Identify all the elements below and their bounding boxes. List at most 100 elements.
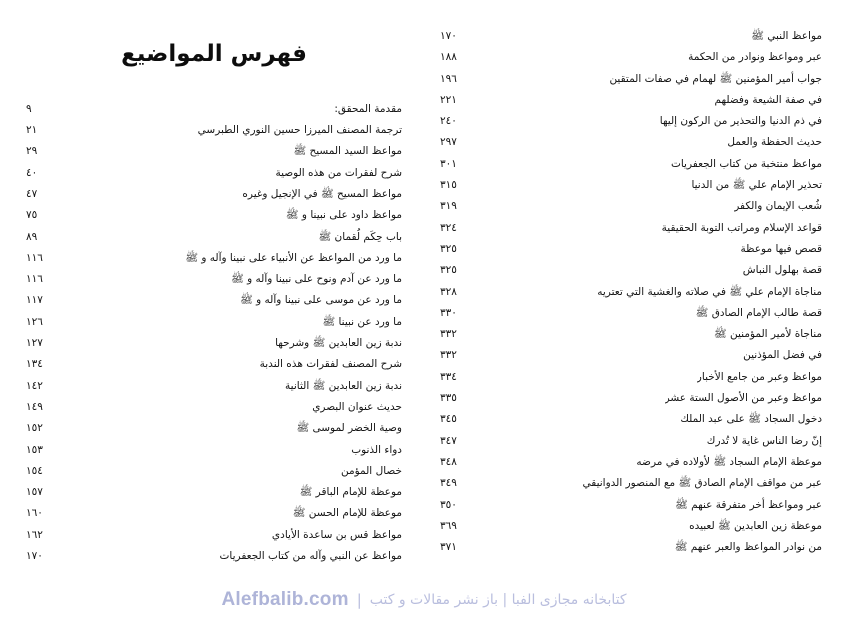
toc-entry[interactable]: شُعب الإيمان والكفر ٣١٩ — [440, 196, 822, 217]
toc-entry[interactable]: في فضل المؤذنين ٣٣٢ — [440, 345, 822, 366]
dot-leader — [470, 518, 685, 529]
toc-entry[interactable]: ما ورد عن موسى على نبينا وآله و ﷺ ١١٧ — [26, 290, 402, 311]
dot-leader — [56, 485, 296, 496]
page-title: فهرس المواضيع — [121, 41, 307, 67]
toc-entry[interactable]: في صفة الشيعة وفضلهم ٢٢١ — [440, 90, 822, 111]
toc-entry-title: في فضل المؤذنين — [743, 349, 822, 362]
toc-entry[interactable]: مواعظ وعبر من جامع الأخبار ٣٣٤ — [440, 367, 822, 388]
toc-entry-title: عبر ومواعظ أخر متفرقة عنهم ﷺ — [675, 498, 822, 511]
dot-leader — [56, 442, 347, 453]
toc-entry-page-number: ٣٣٢ — [440, 328, 457, 341]
toc-entry-page-number: ١٨٨ — [440, 51, 457, 64]
toc-entry[interactable]: مناجاة الإمام علي ﷺ في صلاته والغشية الت… — [440, 282, 822, 303]
toc-entry[interactable]: من نوادر المواعظ والعبر عنهم ﷺ ٣٧١ — [440, 537, 822, 558]
dot-leader — [470, 497, 671, 508]
toc-entry[interactable]: موعظة للإمام الحسن ﷺ ١٦٠ — [26, 503, 402, 524]
toc-entry-page-number: ٣٦٩ — [440, 519, 457, 532]
toc-entry-page-number: ٤٧ — [26, 187, 38, 200]
dot-leader — [470, 348, 739, 359]
toc-entry-title: شرح المصنف لفقرات هذه الندبة — [259, 358, 402, 371]
toc-entry-title: دواء الذنوب — [351, 443, 402, 456]
toc-entry[interactable]: عبر من مواقف الإمام الصادق ﷺ مع المنصور … — [440, 473, 822, 494]
toc-entry[interactable]: ما ورد عن نبينا ﷺ ١٢٦ — [26, 312, 402, 333]
toc-entry[interactable]: وصية الخضر لموسى ﷺ ١٥٢ — [26, 418, 402, 439]
dot-leader — [470, 156, 667, 167]
toc-entry[interactable]: تحذير الإمام علي ﷺ من الدنيا ٣١٥ — [440, 175, 822, 196]
toc-entry[interactable]: مواعظ عن النبي وآله من كتاب الجعفريات ١٧٠ — [26, 546, 402, 567]
toc-entry[interactable]: قصة بهلول النباش ٣٢٥ — [440, 260, 822, 281]
toc-entry[interactable]: ما ورد من المواعظ عن الأنبياء على نبينا … — [26, 248, 402, 269]
toc-entry[interactable]: حديث الحفظة والعمل ٢٩٧ — [440, 132, 822, 153]
toc-entry-page-number: ٣٤٥ — [440, 413, 457, 426]
toc-entry-page-number: ٢٩٧ — [440, 136, 457, 149]
dot-leader — [56, 101, 330, 112]
toc-entry-page-number: ١٧٠ — [26, 549, 43, 562]
toc-entry-page-number: ٣٢٨ — [440, 285, 457, 298]
toc-entry[interactable]: ندبة زين العابدين ﷺ وشرحها ١٢٧ — [26, 333, 402, 354]
toc-entry[interactable]: قصص فيها موعظة ٣٢٥ — [440, 239, 822, 260]
dot-leader — [56, 123, 194, 134]
toc-entry[interactable]: عبر ومواعظ ونوادر من الحكمة ١٨٨ — [440, 47, 822, 68]
toc-entry-title: عبر من مواقف الإمام الصادق ﷺ مع المنصور … — [582, 477, 823, 490]
toc-entry-page-number: ٢٢١ — [440, 93, 457, 106]
toc-entry[interactable]: موعظة الإمام السجاد ﷺ لأولاده في مرضه ٣٤٨ — [440, 452, 822, 473]
dot-leader — [470, 178, 687, 189]
toc-entry[interactable]: مواعظ قس بن ساعدة الأيادي ١٦٢ — [26, 525, 402, 546]
toc-entry[interactable]: ما ورد عن آدم ونوح على نبينا وآله و ﷺ ١١٦ — [26, 269, 402, 290]
toc-entry-page-number: ١٦٢ — [26, 528, 43, 541]
toc-entry[interactable]: قصة طالب الإمام الصادق ﷺ ٣٣٠ — [440, 303, 822, 324]
toc-entry[interactable]: شرح المصنف لفقرات هذه الندبة ١٣٤ — [26, 354, 402, 375]
toc-entry-title: ما ورد عن نبينا ﷺ — [322, 315, 402, 328]
dot-leader — [56, 336, 271, 347]
toc-entry[interactable]: دواء الذنوب ١٥٣ — [26, 440, 402, 461]
toc-entry-page-number: ٣٤٩ — [440, 477, 457, 490]
toc-entry[interactable]: مناجاة لأمير المؤمنين ﷺ ٣٣٢ — [440, 324, 822, 345]
dot-leader — [470, 220, 658, 231]
toc-entry-title: دخول السجاد ﷺ على عبد الملك — [680, 413, 822, 426]
toc-entry[interactable]: مواعظ السيد المسيح ﷺ ٢٩ — [26, 141, 402, 162]
toc-entry[interactable]: مواعظ داود على نبينا و ﷺ ٧٥ — [26, 205, 402, 226]
toc-entry[interactable]: ترجمة المصنف الميرزا حسين النوري الطبرسي… — [26, 120, 402, 141]
dot-leader — [470, 433, 703, 444]
toc-entry[interactable]: مواعظ المسيح ﷺ في الإنجيل وغيره ٤٧ — [26, 184, 402, 205]
toc-entry-page-number: ١١٧ — [26, 294, 43, 307]
dot-leader — [56, 421, 292, 432]
toc-entry-page-number: ١٣٤ — [26, 358, 43, 371]
toc-entry-title: ما ورد عن موسى على نبينا وآله و ﷺ — [240, 294, 402, 307]
toc-entry-title: ندبة زين العابدين ﷺ الثانية — [285, 379, 402, 392]
toc-entry[interactable]: خصال المؤمن ١٥٤ — [26, 461, 402, 482]
toc-entry-page-number: ٢٩ — [26, 145, 38, 158]
toc-entry[interactable]: مواعظ منتخبة من كتاب الجعفريات ٣٠١ — [440, 154, 822, 175]
toc-entry[interactable]: مقدمة المحقق: ٩ — [26, 99, 402, 120]
toc-entry[interactable]: موعظة للإمام الباقر ﷺ ١٥٧ — [26, 482, 402, 503]
toc-entry-title: مواعظ عن النبي وآله من كتاب الجعفريات — [219, 549, 402, 562]
toc-entry-title: مواعظ النبي ﷺ — [751, 30, 822, 42]
toc-entry-page-number: ٣٣٥ — [440, 392, 457, 405]
toc-entry[interactable]: قواعد الإسلام ومراتب التوبة الحقيقية ٣٢٤ — [440, 218, 822, 239]
toc-entry-title: جواب أمير المؤمنين ﷺ لهمام في صفات المتق… — [609, 72, 822, 85]
toc-entry[interactable]: عبر ومواعظ أخر متفرقة عنهم ﷺ ٣٥٠ — [440, 495, 822, 516]
toc-entry-title: مواعظ قس بن ساعدة الأيادي — [271, 528, 402, 541]
toc-entry[interactable]: في ذم الدنيا والتحذير من الركون إليها ٢٤٠ — [440, 111, 822, 132]
toc-entry-page-number: ٧٥ — [26, 209, 38, 222]
toc-entry-page-number: ٣٣٢ — [440, 349, 457, 362]
toc-entry[interactable]: مواعظ النبي ﷺ ١٧٠ — [440, 26, 822, 47]
toc-entry[interactable]: إنّ رضا الناس غاية لا تُدرك ٣٤٧ — [440, 431, 822, 452]
toc-entry[interactable]: حديث عنوان البصري ١٤٩ — [26, 397, 402, 418]
dot-leader — [470, 476, 579, 487]
toc-entry[interactable]: مواعظ وعبر من الأصول الستة عشر ٣٣٥ — [440, 388, 822, 409]
toc-entry-title: شُعب الإيمان والكفر — [734, 200, 822, 213]
toc-entry-page-number: ٣٢٥ — [440, 264, 457, 277]
toc-entry[interactable]: موعظة زين العابدين ﷺ لعبيده ٣٦٩ — [440, 516, 822, 537]
toc-entry[interactable]: باب حِكَم لُقمان ﷺ ٨٩ — [26, 227, 402, 248]
toc-entry-title: مواعظ وعبر من جامع الأخبار — [696, 370, 822, 383]
toc-entry[interactable]: جواب أمير المؤمنين ﷺ لهمام في صفات المتق… — [440, 69, 822, 90]
toc-entry[interactable]: ندبة زين العابدين ﷺ الثانية ١٤٢ — [26, 376, 402, 397]
toc-entry[interactable]: شرح لفقرات من هذه الوصية ٤٠ — [26, 163, 402, 184]
toc-entry-title: قصة طالب الإمام الصادق ﷺ — [695, 306, 822, 319]
toc-entry-page-number: ١٤٢ — [26, 379, 43, 392]
toc-entry[interactable]: دخول السجاد ﷺ على عبد الملك ٣٤٥ — [440, 409, 822, 430]
dot-leader — [470, 412, 676, 423]
dot-leader — [56, 293, 236, 304]
